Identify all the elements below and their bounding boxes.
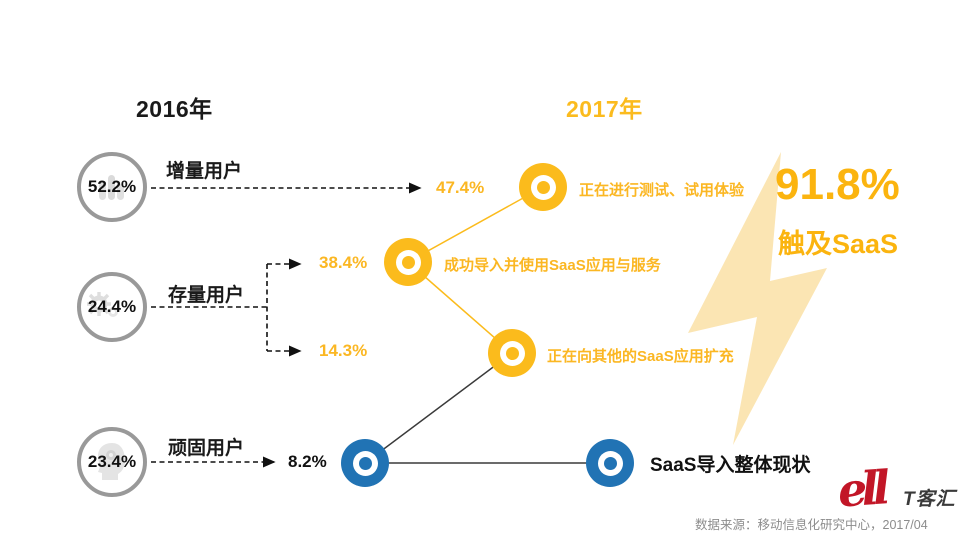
flow-label-adopted: 成功导入并使用SaaS应用与服务 — [444, 257, 661, 274]
connector-y3-b1 — [364, 352, 513, 464]
donut-dot — [358, 456, 372, 470]
highlight-label: 触及SaaS — [778, 229, 899, 259]
lightning-bolt-shape — [688, 152, 827, 445]
stat-pct: 23.4% — [87, 452, 137, 471]
donut-ring — [352, 450, 378, 476]
donut-dot — [401, 255, 415, 269]
donut-dot — [603, 456, 617, 470]
user-label-incremental: 增量用户 — [166, 161, 243, 182]
stat-pct: 24.4% — [87, 297, 137, 316]
donut-ring — [530, 174, 556, 200]
highlight-pct: 91.8% — [775, 160, 900, 209]
flow-pct-testing: 47.4% — [436, 178, 485, 197]
user-label-stock: 存量用户 — [168, 285, 245, 306]
flow-pct-expanding: 14.3% — [319, 341, 368, 360]
node-expanding-icon — [488, 329, 536, 377]
user-label-stubborn: 顽固用户 — [168, 438, 245, 459]
flow-label-overall: SaaS导入整体现状 — [650, 455, 811, 476]
node-overall-right-icon — [586, 439, 634, 487]
donut-dot — [505, 346, 519, 360]
donut-dot — [536, 180, 550, 194]
stat-circle-stock-users: 24.4% — [77, 272, 147, 342]
flow-pct-overall: 8.2% — [288, 452, 327, 471]
flow-label-testing: 正在进行测试、试用体验 — [579, 182, 745, 199]
node-testing-icon — [519, 163, 567, 211]
connector-y1-y2 — [407, 186, 544, 263]
donut-ring — [395, 249, 421, 275]
stat-circle-stubborn-users: 23.4% — [77, 427, 147, 497]
brand-logo-icon: ell — [836, 460, 887, 518]
brand-logo-text: T客汇 — [903, 489, 956, 510]
year-title-2017: 2017年 — [566, 96, 643, 122]
donut-ring — [499, 340, 525, 366]
node-adopted-icon — [384, 238, 432, 286]
data-source-text: 数据来源：移动信息化研究中心，2017/04 — [695, 518, 928, 532]
year-title-2016: 2016年 — [136, 96, 213, 122]
flow-pct-adopted: 38.4% — [319, 253, 368, 272]
flow-label-expanding: 正在向其他的SaaS应用扩充 — [547, 348, 734, 365]
stat-pct: 52.2% — [87, 177, 137, 196]
stat-circle-incremental-users: 52.2% — [77, 152, 147, 222]
node-overall-left-icon — [341, 439, 389, 487]
donut-ring — [597, 450, 623, 476]
